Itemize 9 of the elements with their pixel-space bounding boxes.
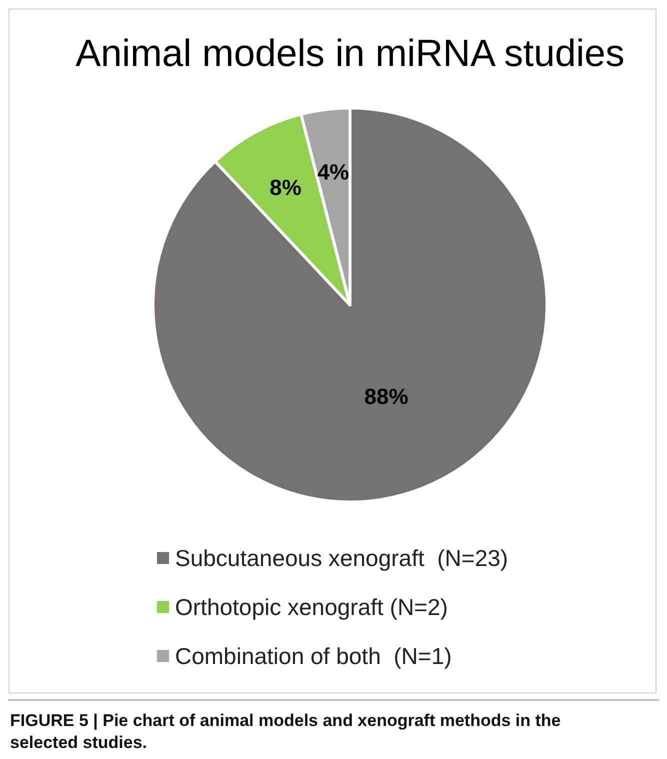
- data-label: 4%: [317, 160, 350, 185]
- pie-slice: [152, 106, 548, 504]
- legend-label: Combination of both (N=1): [175, 643, 452, 669]
- legend-label: Orthotopic xenograft (N=2): [175, 594, 448, 620]
- data-label: 88%: [364, 384, 408, 410]
- legend-label: Subcutaneous xenograft (N=23): [175, 545, 508, 571]
- caption: FIGURE 5 | Pie chart of animal models and xenograft methods in the selected studies.: [10, 711, 561, 752]
- chart-title: Animal models in miRNA studies: [75, 33, 625, 75]
- data-label: 8%: [270, 175, 302, 200]
